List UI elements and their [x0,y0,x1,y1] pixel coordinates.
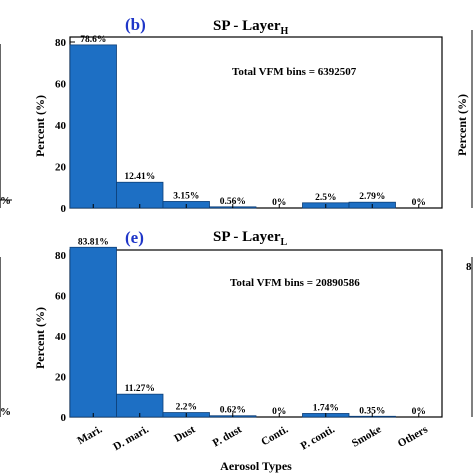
x-axis-label-e: Aerosol Types [220,459,292,473]
data-label-b-1: 12.41% [124,172,155,182]
x-tick-label-e-2: Dust [172,423,197,445]
left-neighbor-bottom-tick: % [0,406,11,418]
data-label-b-4: 0% [272,198,286,208]
y-tick-label-b: 80 [55,37,67,49]
x-tick-label-e-0: Mari. [75,423,104,447]
x-tick-label-e-1: D. mari. [111,423,151,453]
y-tick-label-e: 80 [55,250,67,262]
y-tick-label-e: 60 [55,291,67,303]
data-label-e-7: 0% [412,407,426,417]
bar-b-1 [116,181,164,209]
right-neighbor-tick: 8 [466,261,472,273]
x-tick-label-e-7: Others [396,423,431,450]
y-axis-label-b: Percent (%) [33,95,47,157]
data-label-e-4: 0% [272,407,286,417]
x-tick-label-e-4: Conti. [259,423,290,448]
data-label-b-6: 2.79% [359,192,385,202]
data-label-e-2: 2.2% [176,403,197,413]
left-neighbor-top-tick: % [0,195,11,207]
y-tick-label-b: 60 [55,79,67,91]
total-bins-annotation-e: Total VFM bins = 20890586 [230,277,360,289]
y-tick-label-b: 40 [55,120,67,132]
data-label-b-0: 78.6% [80,35,106,45]
bar-b-0 [69,44,117,209]
y-tick-label-e: 0 [61,412,67,424]
x-tick-label-e-5: P. conti. [299,423,337,452]
data-label-e-6: 0.35% [359,406,385,416]
panel-label-b: (b) [125,15,146,34]
right-neighbor-ylabel: Percent (%) [455,94,469,156]
chart-title-b-sub: H [281,26,289,37]
data-label-e-3: 0.62% [220,406,246,416]
x-tick-label-e-6: Smoke [350,423,384,449]
chart-title-e: SP - LayerL [213,229,288,248]
y-tick-label-b: 0 [61,203,67,215]
y-tick-label-b: 20 [55,162,67,174]
total-bins-annotation-b: Total VFM bins = 6392507 [232,66,357,78]
y-tick-label-e: 40 [55,331,67,343]
chart-title-b: SP - LayerH [213,18,289,37]
data-label-b-7: 0% [412,198,426,208]
panel-label-e: (e) [125,228,144,247]
chart-title-e-sub: L [281,237,288,248]
data-label-b-3: 0.56% [220,197,246,207]
chart-panel-b: (b) SP - LayerH Total VFM bins = 6392507… [33,15,443,215]
bar-e-0 [69,246,117,418]
data-label-e-5: 1.74% [313,403,339,413]
y-tick-label-e: 20 [55,372,67,384]
data-label-b-2: 3.15% [173,191,199,201]
x-tick-label-e-3: P. dust [211,423,244,449]
data-label-e-1: 11.27% [125,384,155,394]
chart-title-b-main: SP - Layer [213,18,281,34]
chart-panel-e: (e) SP - LayerL Total VFM bins = 2089058… [33,228,443,473]
left-neighbor-panel-top: % [0,44,12,208]
data-label-b-5: 2.5% [315,193,336,203]
y-axis-label-e: Percent (%) [33,307,47,369]
right-neighbor-panel: Percent (%) 8 [455,30,473,417]
chart-title-e-main: SP - Layer [213,229,281,245]
data-label-e-0: 83.81% [78,237,109,247]
left-neighbor-panel-bottom: % [0,257,11,418]
